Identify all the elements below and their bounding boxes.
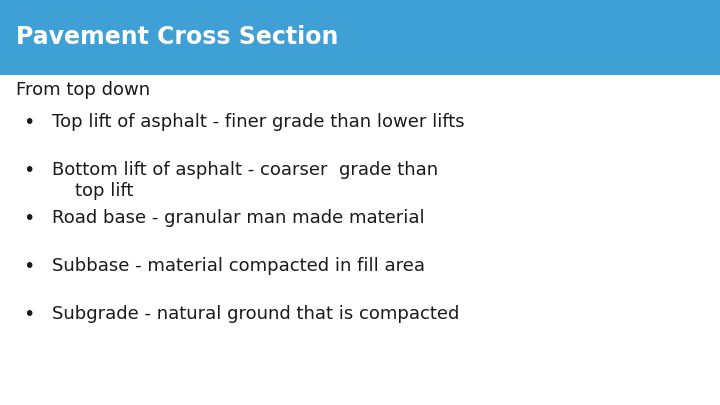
Text: Bottom lift of asphalt - coarser  grade than
    top lift: Bottom lift of asphalt - coarser grade t… [52, 161, 438, 200]
Text: Top lift of asphalt - finer grade than lower lifts: Top lift of asphalt - finer grade than l… [52, 113, 464, 131]
Text: Pavement Cross Section: Pavement Cross Section [16, 26, 338, 49]
Text: •: • [23, 113, 35, 132]
Text: From top down: From top down [16, 81, 150, 99]
Text: •: • [23, 209, 35, 228]
Text: •: • [23, 305, 35, 324]
Text: Subbase - material compacted in fill area: Subbase - material compacted in fill are… [52, 257, 425, 275]
Text: •: • [23, 161, 35, 180]
Text: Subgrade - natural ground that is compacted: Subgrade - natural ground that is compac… [52, 305, 459, 322]
Text: Road base - granular man made material: Road base - granular man made material [52, 209, 425, 227]
Text: •: • [23, 257, 35, 276]
FancyBboxPatch shape [0, 0, 720, 75]
